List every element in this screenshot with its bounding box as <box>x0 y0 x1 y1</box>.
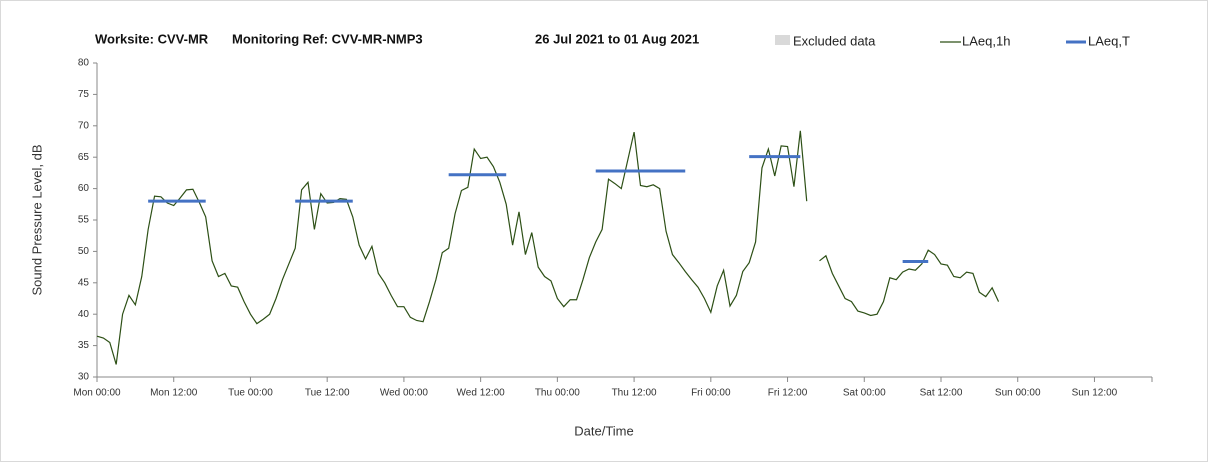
y-tick-label: 50 <box>78 246 90 257</box>
x-tick-label: Thu 12:00 <box>612 388 657 399</box>
chart-title: Worksite: CVV-MR <box>95 31 209 46</box>
y-tick-label: 40 <box>78 309 90 320</box>
y-tick-label: 45 <box>78 277 90 288</box>
x-tick-label: Fri 00:00 <box>691 388 731 399</box>
x-tick-label: Sat 12:00 <box>920 388 963 399</box>
data-line <box>96 130 1000 365</box>
y-tick-label: 65 <box>78 152 90 163</box>
x-tick-label: Sun 00:00 <box>995 388 1041 399</box>
x-tick-label: Mon 00:00 <box>73 388 121 399</box>
x-tick-label: Tue 00:00 <box>228 388 273 399</box>
y-tick-label: 75 <box>78 89 90 100</box>
x-tick-label: Wed 12:00 <box>457 388 506 399</box>
legend-label: LAeq,1h <box>962 33 1010 48</box>
legend-label: Excluded data <box>793 33 876 48</box>
x-tick-label: Sun 12:00 <box>1072 388 1118 399</box>
legend-swatch <box>775 35 790 45</box>
y-tick-label: 35 <box>78 340 90 351</box>
x-tick-label: Mon 12:00 <box>150 388 198 399</box>
y-tick-label: 70 <box>78 120 90 131</box>
chart-title: Monitoring Ref: CVV-MR-NMP3 <box>232 31 423 46</box>
y-tick-label: 80 <box>78 58 90 69</box>
y-tick-label: 60 <box>78 183 90 194</box>
x-axis-title: Date/Time <box>574 423 633 438</box>
y-tick-label: 30 <box>78 372 90 383</box>
legend-label: LAeq,T <box>1088 33 1130 48</box>
y-tick-label: 55 <box>78 215 90 226</box>
x-tick-label: Wed 00:00 <box>380 388 429 399</box>
x-tick-label: Tue 12:00 <box>305 388 350 399</box>
y-axis-title: Sound Pressure Level, dB <box>29 144 44 295</box>
x-tick-label: Fri 12:00 <box>768 388 808 399</box>
chart-title: 26 Jul 2021 to 01 Aug 2021 <box>535 31 699 46</box>
x-tick-label: Thu 00:00 <box>535 388 580 399</box>
x-tick-label: Sat 00:00 <box>843 388 886 399</box>
